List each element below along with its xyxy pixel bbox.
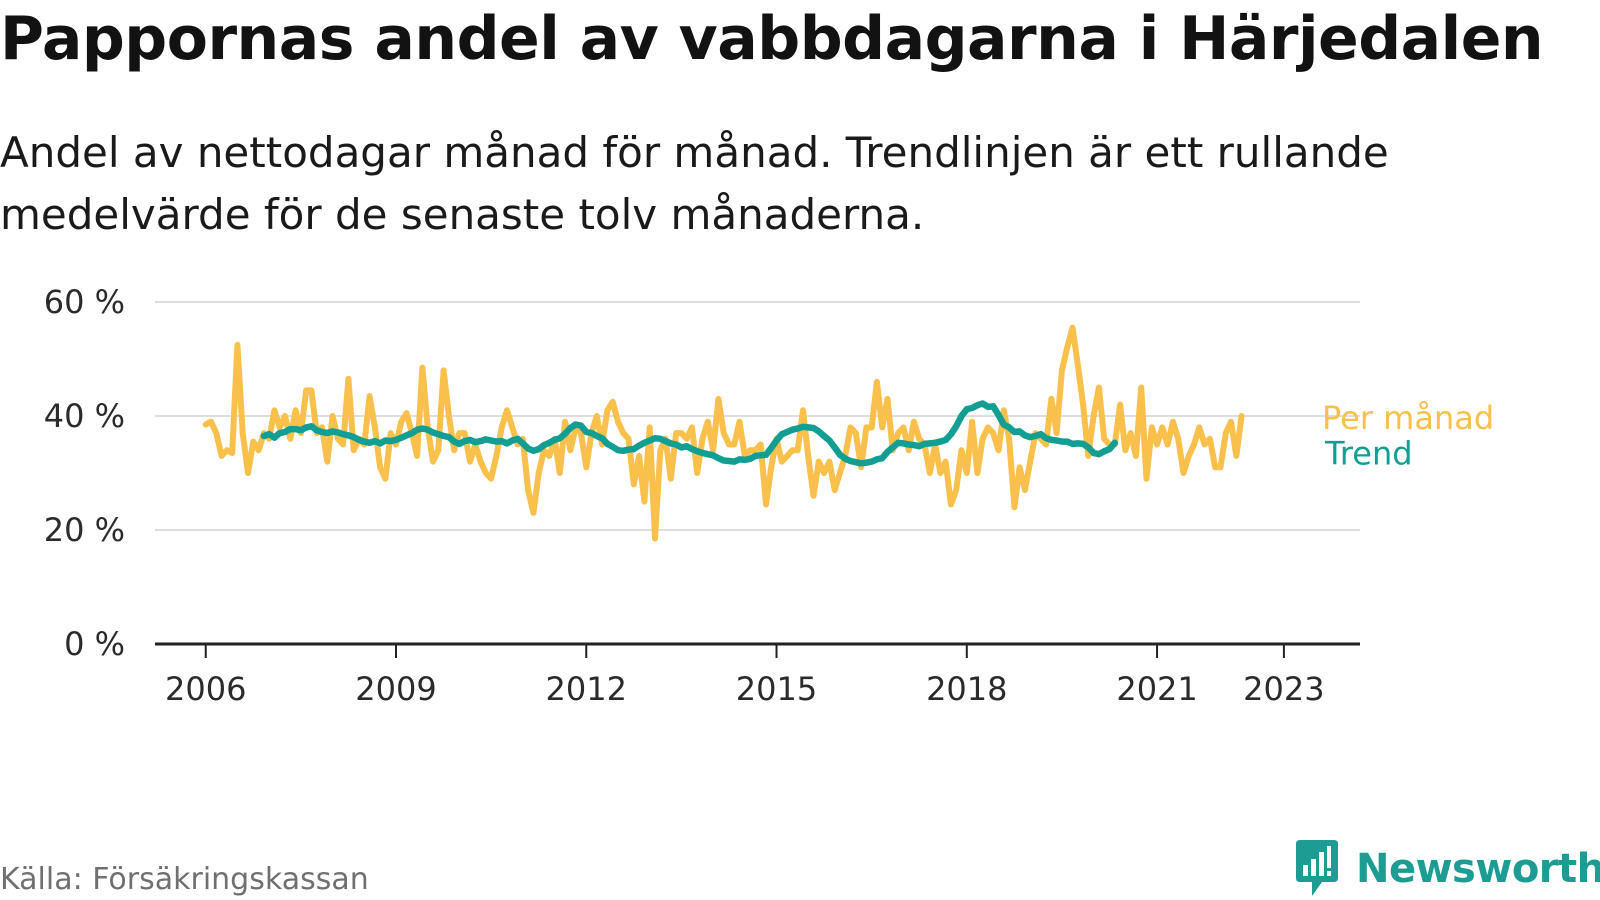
newsworthy-logo-icon — [1296, 840, 1338, 896]
brand-name: Newsworthy — [1356, 846, 1600, 892]
x-tick-label: 2023 — [1243, 670, 1324, 708]
chart-subtitle: Andel av nettodagar månad för månad. Tre… — [0, 128, 1389, 239]
series-line-per-manad — [202, 324, 1245, 542]
y-tick-label: 20 % — [44, 511, 125, 549]
y-tick-label: 60 % — [44, 283, 125, 321]
axes: 0 % 20 % 40 % 60 % 2006 2009 2012 2015 2018 2021 2… — [44, 283, 1360, 708]
x-tick-label: 2009 — [355, 670, 436, 708]
y-tick-label: 40 % — [44, 397, 125, 435]
x-tick-label: 2015 — [736, 670, 817, 708]
x-tick-label: 2018 — [926, 670, 1007, 708]
y-tick-label: 0 % — [64, 625, 125, 663]
brand-logo[interactable]: Newsworthy — [1292, 838, 1600, 900]
chart-title: Pappornas andel av vabbdagarna i Härjeda… — [0, 4, 1544, 74]
series-label-per-manad: Per månad — [1322, 399, 1494, 437]
source-note: Källa: Försäkringskassan — [0, 862, 369, 897]
series-label-trend: Trend — [1324, 435, 1413, 473]
x-tick-label: 2006 — [165, 670, 246, 708]
gridlines — [155, 301, 1360, 531]
series-lines — [202, 324, 1245, 542]
series-line-trend — [260, 400, 1119, 467]
x-tick-label: 2021 — [1116, 670, 1197, 708]
x-tick-label: 2012 — [546, 670, 627, 708]
